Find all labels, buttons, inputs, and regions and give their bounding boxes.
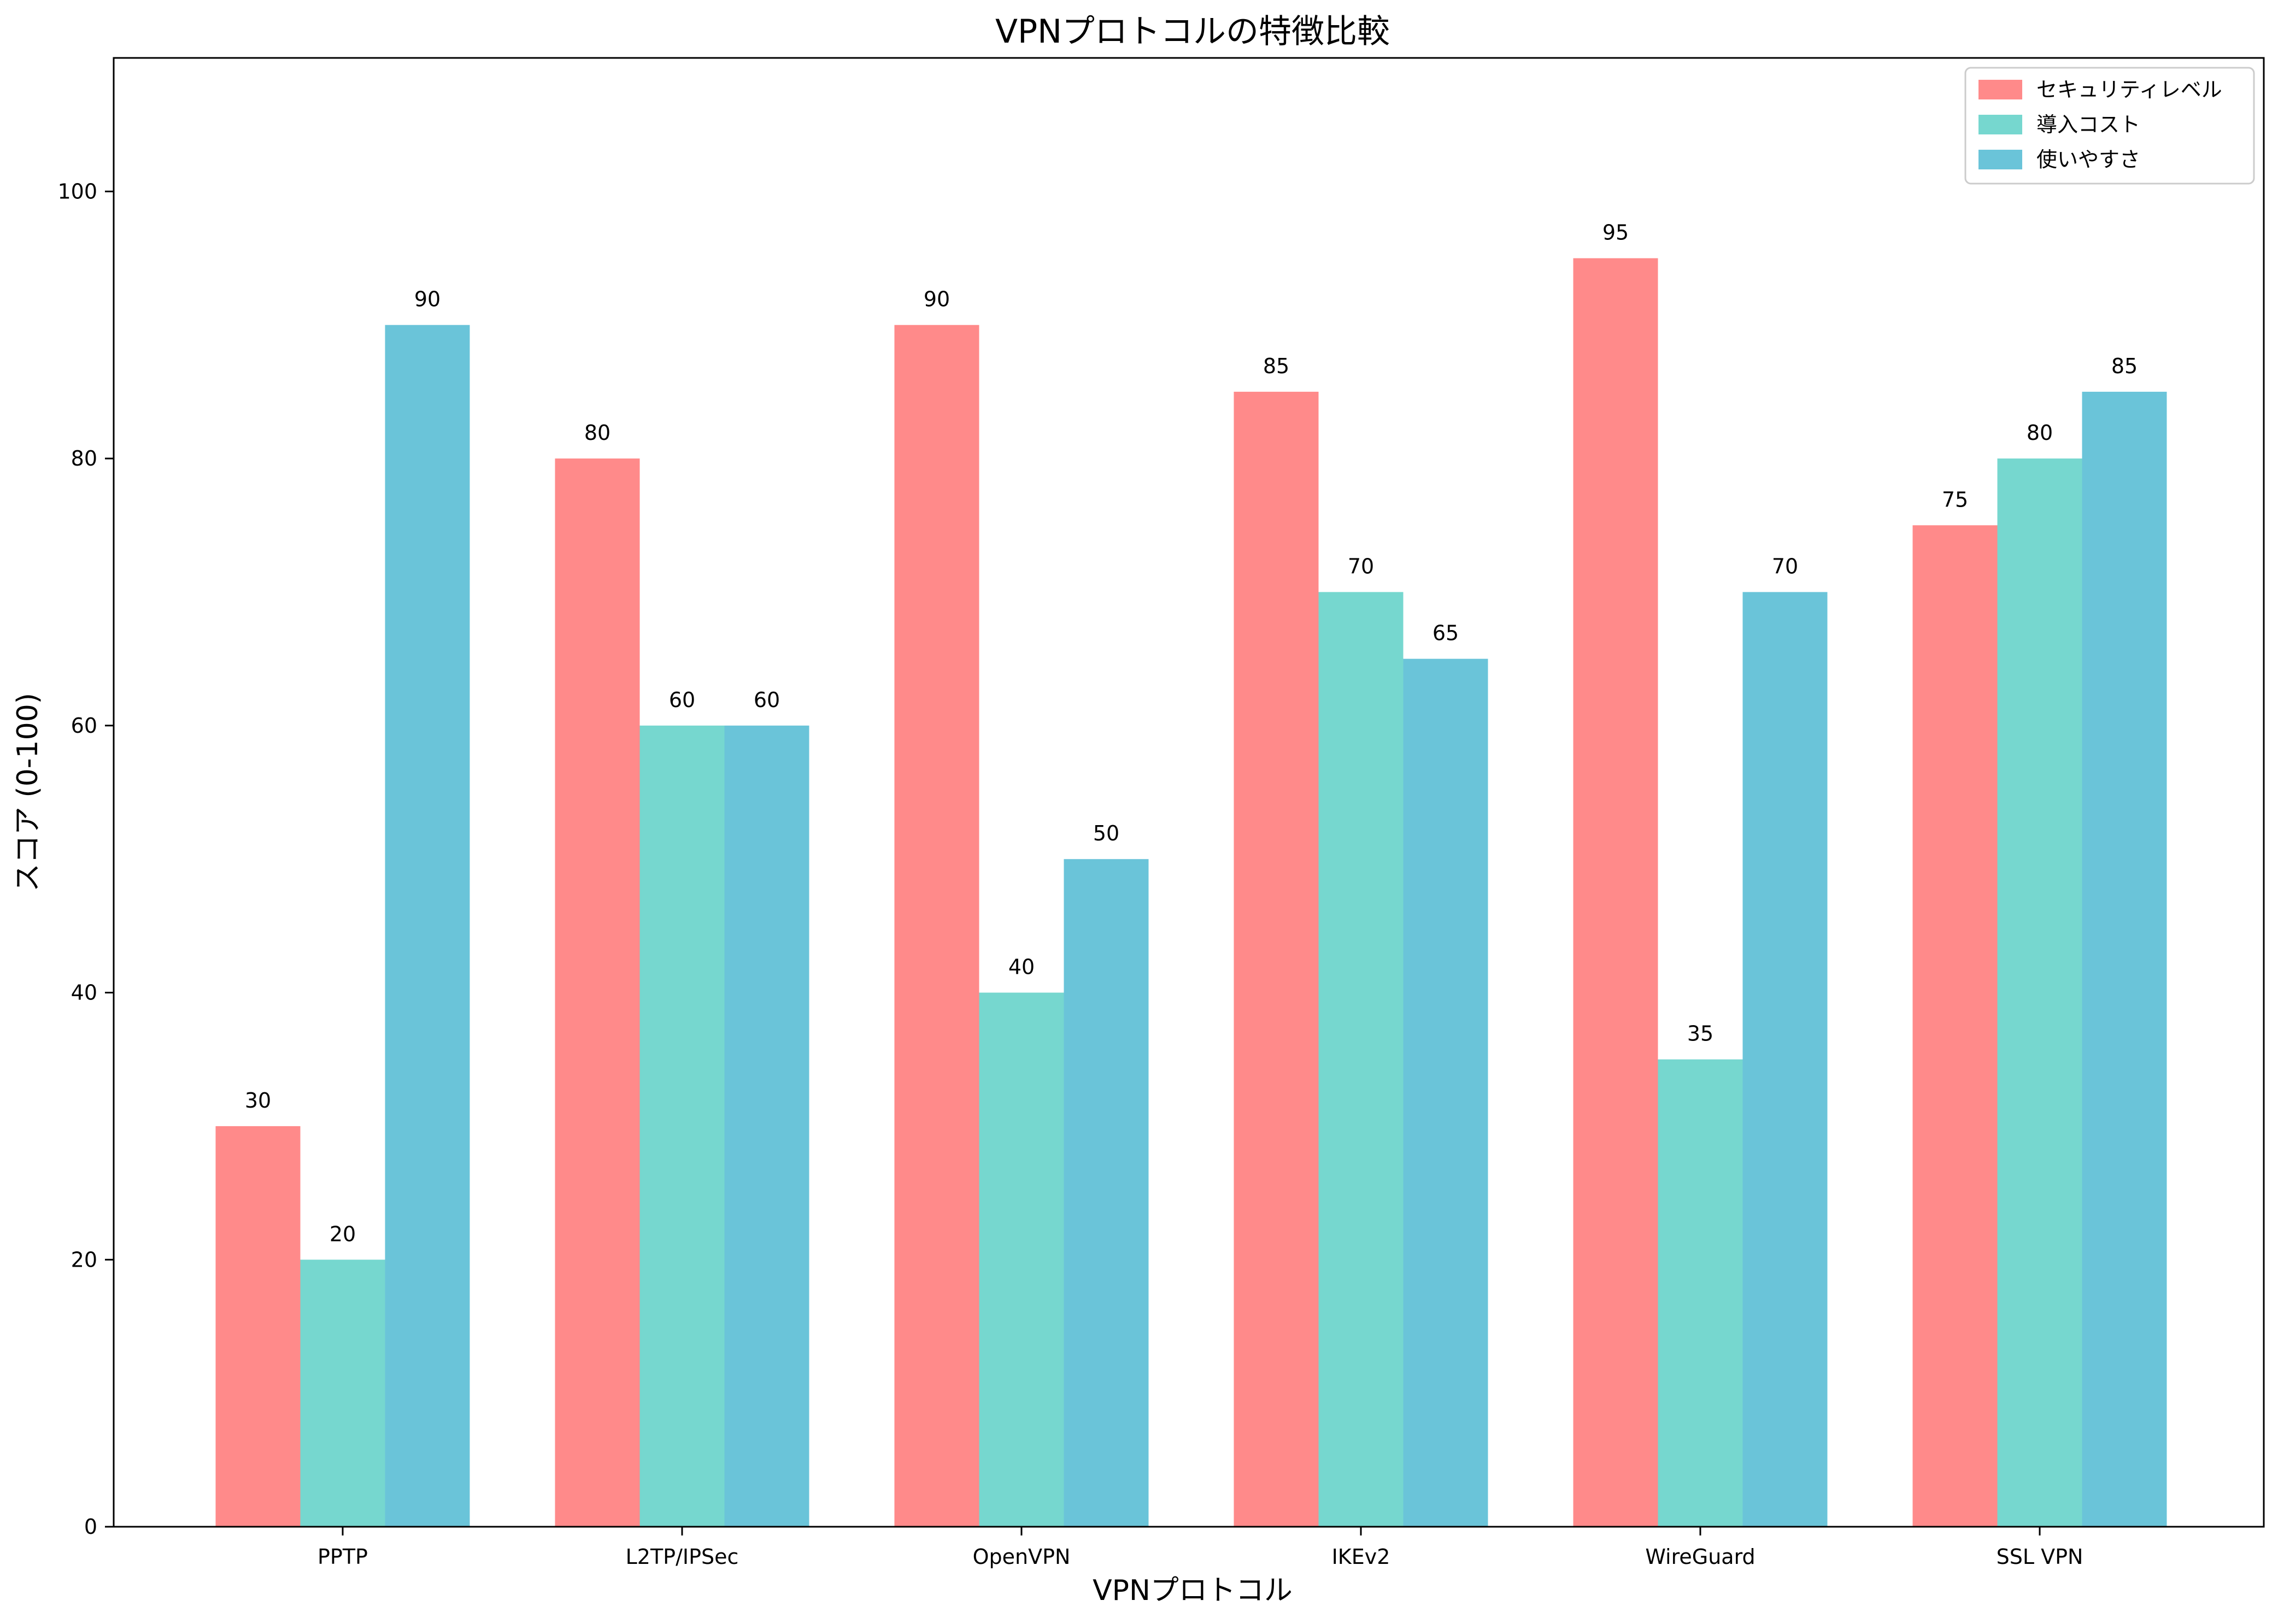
bar-value-label: 85: [1263, 354, 1289, 378]
legend-swatch: [1978, 80, 2022, 99]
bar-ssl-vpn-series-3: [2082, 391, 2167, 1527]
bar-value-label: 20: [330, 1222, 356, 1246]
x-tick-label: WireGuard: [1645, 1545, 1755, 1569]
bar-openvpn-series-2: [979, 992, 1064, 1527]
bar-value-label: 80: [2027, 421, 2053, 445]
legend-box: [1964, 67, 2255, 185]
bar-value-label: 80: [584, 421, 610, 445]
bar-value-label: 50: [1093, 821, 1119, 845]
bar-value-label: 65: [1432, 621, 1459, 645]
bar-value-label: 40: [1008, 955, 1035, 979]
bar-value-label: 90: [924, 287, 950, 311]
bar-l2tp-ipsec-series-1: [555, 458, 640, 1527]
bar-ssl-vpn-series-2: [1997, 458, 2082, 1527]
bar-value-label: 60: [754, 688, 780, 712]
y-axis: 0 20 40 60 80 100: [57, 179, 114, 1539]
chart-title: VPNプロトコルの特徴比較: [995, 13, 1390, 51]
bars-group: [215, 258, 2167, 1527]
legend-label: 導入コスト: [2036, 113, 2140, 137]
y-tick-label: 40: [71, 981, 97, 1005]
y-tick-label: 100: [57, 179, 97, 203]
bar-pptp-series-2: [300, 1260, 385, 1527]
x-axis: PPTP L2TP/IPSec OpenVPN IKEv2 WireGuard SSL V…: [318, 1527, 2083, 1569]
bar-value-label: 90: [414, 287, 441, 311]
bar-openvpn-series-3: [1064, 859, 1149, 1527]
bar-ikev2-series-3: [1403, 658, 1488, 1527]
bar-l2tp-ipsec-series-3: [724, 725, 809, 1527]
bar-value-label: 35: [1687, 1022, 1713, 1046]
x-tick-label: PPTP: [318, 1545, 368, 1569]
bar-value-label: 60: [669, 688, 695, 712]
x-tick-label: OpenVPN: [973, 1545, 1071, 1569]
plot-area-frame: [113, 57, 2265, 1528]
bar-pptp-series-3: [385, 325, 470, 1527]
bar-value-label: 95: [1602, 221, 1629, 245]
bar-wireguard-series-1: [1573, 258, 1658, 1527]
bar-openvpn-series-1: [894, 325, 979, 1527]
bar-ikev2-series-2: [1318, 592, 1404, 1527]
legend-label: 使いやすさ: [2036, 148, 2140, 172]
bar-pptp-series-1: [215, 1126, 301, 1527]
bar-labels-group: 30 20 90 80 60 60 90 40 50 85 70 65 95 35 70 75 80 85: [245, 221, 2138, 1246]
legend-swatch: [1978, 150, 2022, 169]
x-axis-title: VPNプロトコル: [1093, 1574, 1293, 1607]
bar-value-label: 70: [1772, 554, 1798, 578]
bar-value-label: 30: [245, 1088, 271, 1113]
x-tick-label: L2TP/IPSec: [626, 1545, 739, 1569]
bar-l2tp-ipsec-series-2: [639, 725, 725, 1527]
bar-value-label: 75: [1942, 487, 1968, 511]
y-tick-label: 20: [71, 1248, 97, 1272]
y-tick-label: 60: [71, 714, 97, 738]
legend-label: セキュリティレベル: [2036, 78, 2222, 102]
y-tick-label: 80: [71, 446, 97, 470]
legend-swatch: [1978, 115, 2022, 134]
bar-wireguard-series-3: [1742, 592, 1828, 1527]
y-tick-label: 0: [84, 1515, 97, 1539]
x-tick-label: SSL VPN: [1997, 1545, 2083, 1569]
bar-ikev2-series-1: [1234, 391, 1319, 1527]
bar-value-label: 85: [2111, 354, 2138, 378]
y-axis-title: スコア (0-100): [11, 693, 44, 892]
bar-ssl-vpn-series-1: [1912, 525, 1998, 1527]
bar-value-label: 70: [1348, 554, 1374, 578]
bar-wireguard-series-2: [1658, 1059, 1743, 1527]
x-tick-label: IKEv2: [1332, 1545, 1390, 1569]
